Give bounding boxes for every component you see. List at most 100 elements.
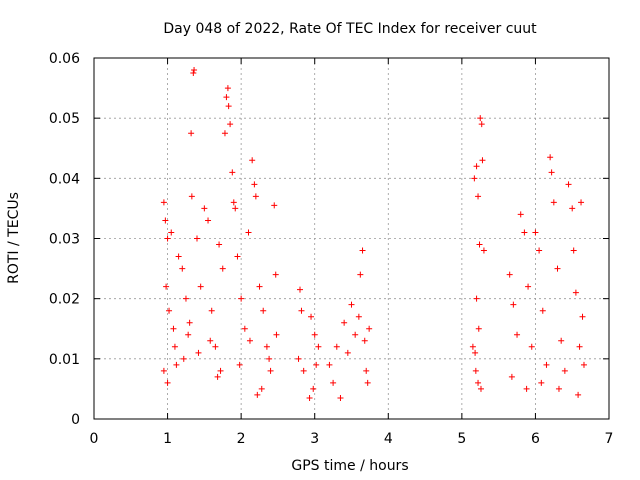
x-tick-label: 6 xyxy=(531,431,540,447)
data-point-marker xyxy=(160,199,167,206)
data-point-marker xyxy=(523,385,530,392)
x-axis-label: GPS time / hours xyxy=(291,458,408,474)
data-point-marker xyxy=(580,361,587,368)
data-point-marker xyxy=(221,130,228,137)
data-point-marker xyxy=(506,271,513,278)
data-point-marker xyxy=(224,85,231,92)
y-axis-ticks: 0 0.01 0.02 0.03 0.04 0.05 0.06 xyxy=(49,51,609,428)
data-point-marker xyxy=(364,379,371,386)
data-point-marker xyxy=(232,205,239,212)
data-point-marker xyxy=(241,325,248,332)
data-point-marker xyxy=(352,331,359,338)
data-point-marker xyxy=(472,367,479,374)
data-point-marker xyxy=(514,331,521,338)
data-point-marker xyxy=(561,367,568,374)
data-point-marker xyxy=(219,265,226,272)
y-tick-label: 0.04 xyxy=(49,171,80,187)
data-point-marker xyxy=(190,70,197,77)
data-point-marker xyxy=(201,205,208,212)
data-point-marker xyxy=(179,265,186,272)
data-point-marker xyxy=(197,283,204,290)
grid-lines xyxy=(94,58,609,419)
chart-title: Day 048 of 2022, Rate Of TEC Index for r… xyxy=(163,21,537,37)
data-points xyxy=(160,67,587,401)
data-point-marker xyxy=(170,325,177,332)
data-point-marker xyxy=(166,307,173,314)
data-point-marker xyxy=(272,271,279,278)
data-point-marker xyxy=(254,391,261,398)
data-point-marker xyxy=(473,295,480,302)
data-point-marker xyxy=(472,349,479,356)
data-point-marker xyxy=(355,313,362,320)
data-point-marker xyxy=(478,121,485,128)
data-point-marker xyxy=(246,337,253,344)
data-point-marker xyxy=(348,301,355,308)
data-point-marker xyxy=(185,331,192,338)
data-point-marker xyxy=(271,202,278,209)
data-point-marker xyxy=(475,325,482,332)
data-point-marker xyxy=(565,181,572,188)
data-point-marker xyxy=(528,343,535,350)
data-point-marker xyxy=(476,241,483,248)
data-point-marker xyxy=(475,379,482,386)
data-point-marker xyxy=(207,337,214,344)
data-point-marker xyxy=(361,337,368,344)
data-point-marker xyxy=(162,217,169,224)
data-point-marker xyxy=(477,115,484,122)
data-point-marker xyxy=(191,67,198,74)
data-point-marker xyxy=(333,343,340,350)
data-point-marker xyxy=(256,283,263,290)
data-point-marker xyxy=(554,265,561,272)
data-point-marker xyxy=(164,379,171,386)
data-point-marker xyxy=(548,169,555,176)
data-point-marker xyxy=(182,295,189,302)
y-tick-label: 0.01 xyxy=(49,352,80,368)
data-point-marker xyxy=(521,229,528,236)
data-point-marker xyxy=(164,235,171,242)
data-point-marker xyxy=(473,163,480,170)
data-point-marker xyxy=(315,343,322,350)
data-point-marker xyxy=(313,361,320,368)
data-point-marker xyxy=(569,205,576,212)
data-point-marker xyxy=(477,385,484,392)
data-point-marker xyxy=(363,367,370,374)
data-point-marker xyxy=(359,247,366,254)
data-point-marker xyxy=(471,175,478,182)
x-axis-ticks: 0 1 2 3 4 5 6 7 xyxy=(90,58,614,447)
data-point-marker xyxy=(570,247,577,254)
x-tick-label: 5 xyxy=(457,431,466,447)
y-tick-label: 0 xyxy=(71,412,80,428)
data-point-marker xyxy=(576,343,583,350)
x-tick-label: 4 xyxy=(384,431,393,447)
data-point-marker xyxy=(330,379,337,386)
y-tick-label: 0.06 xyxy=(49,51,80,67)
data-point-marker xyxy=(326,361,333,368)
data-point-marker xyxy=(173,361,180,368)
y-axis-label: ROTI / TECUs xyxy=(6,192,22,284)
data-point-marker xyxy=(260,307,267,314)
data-point-marker xyxy=(366,325,373,332)
data-point-marker xyxy=(195,349,202,356)
data-point-marker xyxy=(510,301,517,308)
data-point-marker xyxy=(186,319,193,326)
data-point-marker xyxy=(525,283,532,290)
data-point-marker xyxy=(217,367,224,374)
data-point-marker xyxy=(538,379,545,386)
data-point-marker xyxy=(229,169,236,176)
data-point-marker xyxy=(208,307,215,314)
data-point-marker xyxy=(536,247,543,254)
data-point-marker xyxy=(479,157,486,164)
data-point-marker xyxy=(475,193,482,200)
data-point-marker xyxy=(308,313,315,320)
data-point-marker xyxy=(575,391,582,398)
data-point-marker xyxy=(175,253,182,260)
data-point-marker xyxy=(249,157,256,164)
data-point-marker xyxy=(300,367,307,374)
data-point-marker xyxy=(555,385,562,392)
x-tick-label: 2 xyxy=(237,431,246,447)
x-tick-label: 1 xyxy=(163,431,172,447)
x-tick-label: 7 xyxy=(605,431,614,447)
data-point-marker xyxy=(188,130,195,137)
data-point-marker xyxy=(578,199,585,206)
